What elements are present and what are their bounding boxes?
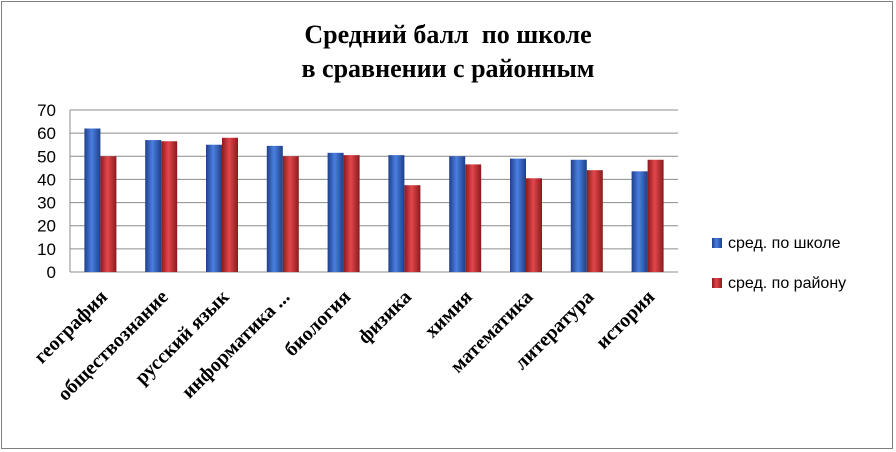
y-tick-label: 70 xyxy=(37,101,56,120)
x-category-label: информатика ... xyxy=(177,286,294,403)
x-category-label: физика xyxy=(354,286,416,348)
legend-label: сред. по району xyxy=(728,275,846,292)
legend-swatch xyxy=(712,238,722,248)
bar-school xyxy=(206,144,222,272)
x-category-label: химия xyxy=(421,286,477,342)
legend-swatch xyxy=(712,278,722,288)
bars xyxy=(84,128,664,272)
y-tick-label: 10 xyxy=(37,240,56,259)
y-tick-label: 50 xyxy=(37,147,56,166)
x-category-label: история xyxy=(592,286,660,354)
y-tick-label: 30 xyxy=(37,194,56,213)
legend-label: сред. по школе xyxy=(728,235,841,252)
y-tick-label: 60 xyxy=(37,124,56,143)
bar-district xyxy=(526,178,542,272)
bar-district xyxy=(161,141,178,272)
bar-district xyxy=(282,156,299,272)
chart-title-line-2: в сравнении с районным xyxy=(301,54,595,83)
bar-school xyxy=(145,140,162,272)
bar-district xyxy=(222,137,238,272)
y-tick-label: 0 xyxy=(47,263,56,282)
bar-school xyxy=(570,159,587,272)
bar-district xyxy=(586,170,603,272)
y-tick-label: 40 xyxy=(37,170,56,189)
x-category-label: обществознание xyxy=(53,286,172,405)
chart-title-line-1: Средний балл по школе xyxy=(304,20,592,49)
bar-school xyxy=(631,171,648,272)
bar-district xyxy=(404,185,421,272)
bar-district xyxy=(465,164,482,272)
legend: сред. по школе сред. по району xyxy=(712,235,846,292)
bar-school xyxy=(84,128,101,272)
bar-school xyxy=(388,155,405,272)
chart-title: Средний балл по школе в сравнении с райо… xyxy=(0,18,896,86)
bar-district xyxy=(647,159,664,272)
y-tick-label: 20 xyxy=(37,217,56,236)
bar-school xyxy=(449,156,466,272)
bar-district xyxy=(100,156,117,272)
bar-school xyxy=(510,158,526,272)
bar-school xyxy=(266,145,283,272)
bar-school xyxy=(327,152,344,272)
bar-district xyxy=(343,155,360,272)
x-category-label: биология xyxy=(280,286,355,361)
